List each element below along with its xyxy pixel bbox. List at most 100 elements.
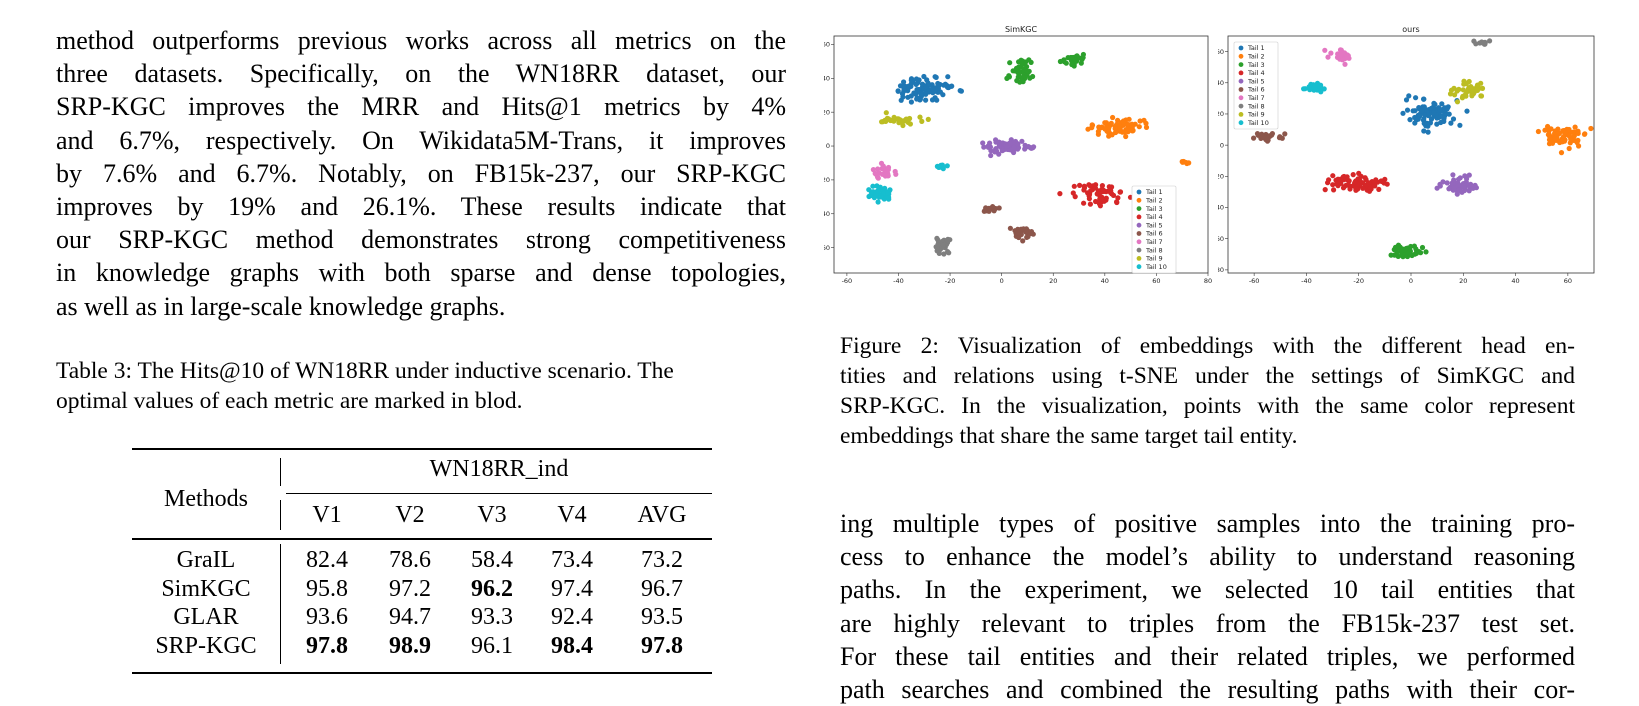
text-line: For these tail entities and their relate… bbox=[840, 641, 1575, 671]
data-point bbox=[1103, 195, 1109, 201]
x-tick-label: -40 bbox=[893, 277, 904, 285]
legend-label: Tail 9 bbox=[1247, 111, 1265, 119]
data-point bbox=[1582, 131, 1588, 137]
data-point bbox=[1462, 173, 1468, 179]
data-point bbox=[996, 143, 1002, 149]
data-point bbox=[1558, 150, 1565, 156]
data-point bbox=[895, 88, 901, 94]
legend-marker bbox=[1238, 103, 1244, 109]
legend-marker bbox=[1136, 214, 1142, 220]
series-tail-2 bbox=[1085, 114, 1192, 167]
data-point bbox=[1069, 61, 1075, 68]
plot-frame bbox=[1227, 35, 1595, 274]
data-point bbox=[1418, 250, 1424, 256]
data-point bbox=[1321, 86, 1327, 92]
data-point bbox=[1269, 131, 1275, 137]
data-point bbox=[1549, 140, 1556, 146]
data-point bbox=[981, 144, 987, 150]
data-point bbox=[1337, 47, 1344, 53]
y-tick-label: -80 bbox=[1218, 266, 1224, 274]
data-point bbox=[1388, 252, 1394, 258]
data-point bbox=[1301, 86, 1307, 92]
data-point bbox=[886, 194, 892, 200]
data-point bbox=[1461, 81, 1467, 87]
value-cell: 96.1 bbox=[471, 632, 513, 659]
legend-label: Tail 1 bbox=[1247, 44, 1265, 52]
data-point bbox=[1400, 110, 1406, 116]
data-point bbox=[1020, 238, 1026, 244]
value-cell: 97.4 bbox=[551, 575, 593, 602]
data-point bbox=[902, 118, 908, 124]
legend-marker bbox=[1136, 239, 1142, 245]
data-point bbox=[986, 205, 992, 211]
data-point bbox=[1450, 116, 1457, 122]
data-point bbox=[881, 190, 887, 196]
data-point bbox=[929, 86, 936, 92]
data-point bbox=[1106, 129, 1112, 135]
data-point bbox=[1474, 87, 1481, 93]
data-point bbox=[1411, 243, 1417, 249]
data-point bbox=[982, 208, 988, 214]
data-point bbox=[1574, 139, 1580, 146]
data-point bbox=[878, 193, 884, 200]
series-tail-6 bbox=[1251, 131, 1288, 144]
legend-label: Tail 7 bbox=[1247, 94, 1265, 102]
series-tail-4 bbox=[1322, 170, 1390, 194]
right-paragraph: ing multiple types of positive samples i… bbox=[840, 507, 1575, 706]
data-point bbox=[1421, 96, 1427, 102]
table-top-rule bbox=[132, 448, 712, 450]
legend-marker bbox=[1238, 53, 1244, 59]
data-point bbox=[1398, 248, 1404, 254]
data-point bbox=[1567, 140, 1573, 146]
data-point bbox=[919, 81, 926, 87]
x-tick-label: -60 bbox=[842, 277, 853, 285]
series-tail-4 bbox=[1057, 182, 1134, 209]
data-point bbox=[1337, 179, 1343, 185]
data-point bbox=[1102, 120, 1108, 126]
data-point bbox=[1434, 121, 1440, 127]
data-point bbox=[980, 140, 986, 146]
data-point bbox=[906, 83, 912, 89]
text-line: path searches and combined the resulting… bbox=[840, 675, 1575, 705]
data-point bbox=[1087, 201, 1093, 207]
data-point bbox=[1072, 57, 1078, 63]
data-point bbox=[885, 190, 891, 196]
method-cell: SimKGC bbox=[161, 575, 251, 602]
series-tail-8 bbox=[1471, 38, 1493, 47]
legend-label: Tail 3 bbox=[1145, 205, 1163, 213]
chart-title: ours bbox=[1402, 25, 1419, 34]
results-table: Methods WN18RR_ind V1 V2 V3 V4 AVG GraIL… bbox=[132, 448, 712, 678]
data-point bbox=[1282, 131, 1288, 137]
value-cell: 93.6 bbox=[306, 604, 348, 630]
data-point bbox=[1328, 50, 1334, 56]
legend-label: Tail 5 bbox=[1145, 221, 1163, 229]
value-cell: 93.5 bbox=[641, 604, 683, 630]
data-point bbox=[1372, 183, 1378, 189]
data-point bbox=[1110, 192, 1117, 198]
data-point bbox=[1113, 129, 1119, 135]
data-point bbox=[987, 140, 993, 146]
data-point bbox=[1117, 126, 1123, 132]
legend-marker bbox=[1238, 87, 1244, 92]
data-point bbox=[873, 192, 879, 198]
caption-line: embeddings that share the same target ta… bbox=[840, 423, 1298, 449]
value-cell: 82.4 bbox=[306, 547, 348, 573]
legend-box bbox=[1131, 185, 1177, 274]
value-cell: 97.8 bbox=[641, 632, 683, 659]
data-point bbox=[1421, 128, 1427, 134]
column-header: V1 bbox=[312, 502, 342, 528]
data-point bbox=[1415, 116, 1421, 122]
data-point bbox=[935, 85, 941, 91]
legend-marker bbox=[1238, 62, 1244, 67]
chart-title: SimKGC bbox=[1005, 25, 1038, 34]
data-point bbox=[1255, 132, 1261, 138]
data-point bbox=[1123, 133, 1129, 140]
series-tail-7 bbox=[1322, 47, 1352, 67]
legend-marker bbox=[1136, 222, 1142, 228]
y-tick-label: 0 bbox=[826, 142, 830, 150]
data-point bbox=[875, 175, 881, 181]
data-point bbox=[1122, 129, 1128, 135]
series-tail-5 bbox=[980, 137, 1037, 159]
data-point bbox=[1016, 234, 1022, 241]
